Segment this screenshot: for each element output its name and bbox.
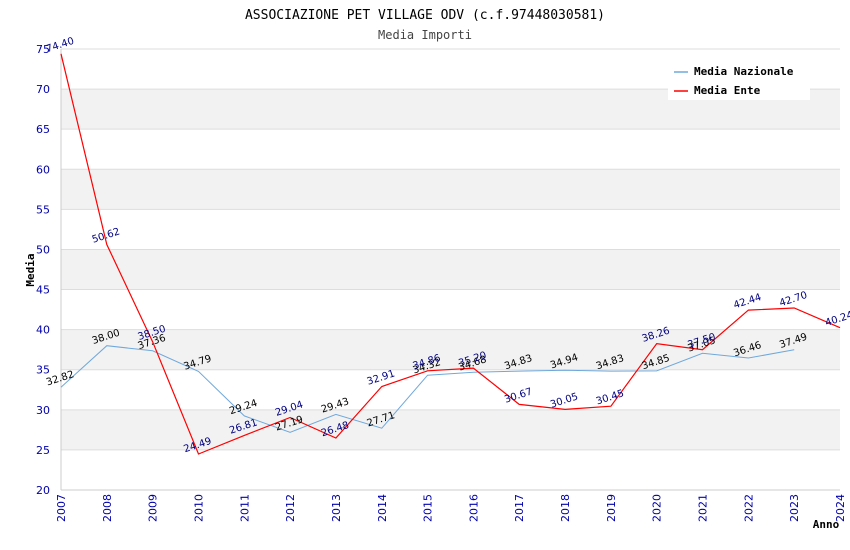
legend-entry-media-ente: Media Ente	[694, 84, 761, 97]
x-tick-label-2012: 2012	[284, 494, 297, 522]
y-tick-label-45: 45	[36, 284, 50, 297]
legend-box	[668, 58, 810, 100]
x-tick-label-2016: 2016	[467, 494, 480, 522]
x-tick-label-2024: 2024	[834, 494, 847, 522]
y-tick-label-70: 70	[36, 83, 50, 96]
x-tick-label-2017: 2017	[513, 494, 526, 522]
x-tick-label-2018: 2018	[559, 494, 572, 522]
y-tick-label-50: 50	[36, 243, 50, 256]
series-line-media-nazionale	[60, 345, 795, 433]
y-tick-label-75: 75	[36, 43, 50, 56]
y-tick-label-60: 60	[36, 163, 50, 176]
data-label-media-ente-2023: 42.70	[778, 290, 809, 309]
chart-title: ASSOCIAZIONE PET VILLAGE ODV (c.f.974480…	[245, 8, 605, 23]
x-tick-label-2021: 2021	[697, 494, 710, 522]
band-45-50	[61, 249, 840, 290]
x-tick-label-2020: 2020	[651, 494, 664, 522]
y-tick-label-40: 40	[36, 324, 50, 337]
x-tick-label-2014: 2014	[376, 494, 389, 522]
data-label-media-ente-2022: 42.44	[732, 292, 763, 311]
x-tick-label-2015: 2015	[422, 494, 435, 522]
chart-subtitle: Media Importi	[378, 28, 472, 42]
data-label-media-ente-2019: 30.45	[595, 388, 626, 407]
data-label-media-ente-2017: 30.67	[503, 386, 534, 405]
series-line-media-ente	[60, 53, 841, 455]
band-55-60	[61, 169, 840, 210]
y-tick-label-35: 35	[36, 364, 50, 377]
x-tick-label-2013: 2013	[330, 494, 343, 522]
data-label-media-ente-2014: 32.91	[366, 368, 397, 387]
y-tick-label-55: 55	[36, 203, 50, 216]
y-tick-label-65: 65	[36, 123, 50, 136]
axes	[60, 49, 840, 491]
x-tick-label-2008: 2008	[101, 494, 114, 522]
plot-background-bands	[61, 89, 840, 450]
band-35-40	[61, 329, 840, 370]
y-axis-label: Media	[24, 253, 37, 286]
x-tick-label-2011: 2011	[238, 494, 251, 522]
data-label-media-ente-2007: 74.40	[45, 36, 76, 55]
x-tick-labels: 2007 2008 2009 2010 2011 2012 2013 2014 2015 2016…	[55, 494, 847, 522]
x-tick-label-2023: 2023	[788, 494, 801, 522]
band-25-30	[61, 409, 840, 450]
y-tick-label-20: 20	[36, 484, 50, 497]
x-tick-label-2022: 2022	[742, 494, 755, 522]
series-lines	[60, 53, 841, 455]
x-tick-label-2009: 2009	[147, 494, 160, 522]
data-label-media-ente-2018: 30.05	[549, 391, 580, 410]
legend-entry-media-nazionale: Media Nazionale	[694, 65, 794, 78]
y-tick-label-30: 30	[36, 404, 50, 417]
y-tick-label-25: 25	[36, 444, 50, 457]
x-axis-label: Anno	[813, 518, 840, 531]
x-tick-label-2019: 2019	[605, 494, 618, 522]
legend: Media Nazionale Media Ente	[668, 58, 810, 100]
x-tick-label-2010: 2010	[192, 494, 205, 522]
x-tick-label-2007: 2007	[55, 494, 68, 522]
y-tick-labels: 20 25 30 35 40 45 50 55 60 65 70 75	[36, 43, 50, 497]
